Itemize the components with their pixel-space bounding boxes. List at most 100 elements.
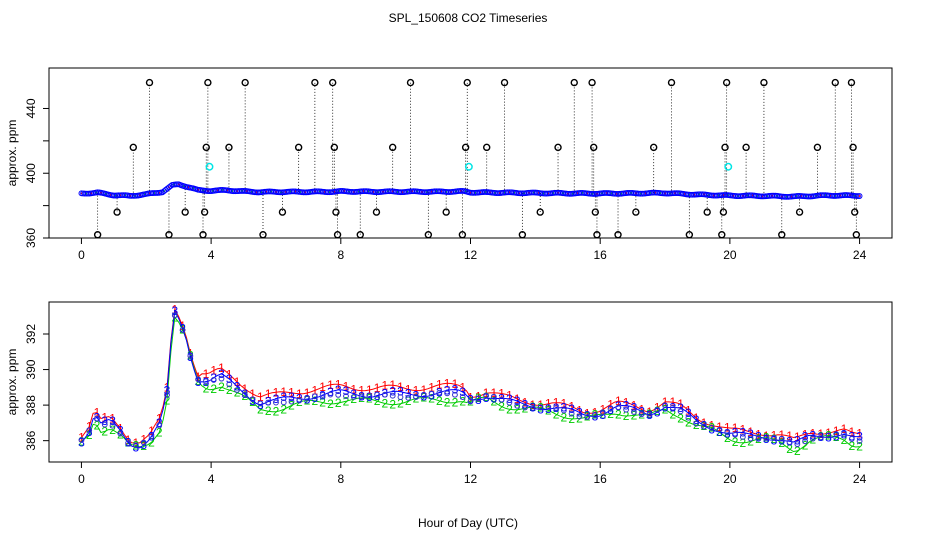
bottom-x-tick-label: 0 bbox=[78, 472, 85, 486]
spike-point bbox=[742, 143, 750, 152]
bottom-point bbox=[218, 375, 225, 382]
spike-point bbox=[685, 231, 694, 239]
chart-title: SPL_150608 CO2 Timeseries bbox=[389, 11, 548, 25]
bottom-point bbox=[335, 391, 342, 398]
bottom-point bbox=[763, 435, 770, 442]
bottom-point bbox=[101, 421, 108, 428]
bottom-point bbox=[506, 399, 513, 406]
spike-point bbox=[554, 143, 562, 152]
spike-point bbox=[536, 208, 544, 216]
bottom-point bbox=[125, 440, 132, 446]
bottom-y-tick-label: 392 bbox=[24, 324, 38, 344]
bottom-point bbox=[109, 422, 116, 429]
bottom-point bbox=[319, 392, 326, 398]
bottom-y-axis-label: approx. ppm bbox=[5, 349, 19, 416]
bottom-point bbox=[444, 390, 451, 397]
bottom-point bbox=[475, 395, 482, 402]
bottom-point bbox=[576, 413, 583, 420]
bottom-point bbox=[778, 435, 785, 442]
spike-point bbox=[388, 143, 397, 152]
spike-point bbox=[204, 78, 212, 87]
spike-point bbox=[129, 143, 138, 152]
spike-point bbox=[259, 231, 267, 239]
bottom-point bbox=[747, 435, 754, 442]
top-y-tick-label: 400 bbox=[24, 163, 38, 183]
bottom-point bbox=[716, 426, 723, 433]
bottom-point bbox=[327, 391, 334, 398]
bottom-point bbox=[203, 378, 209, 385]
top-plot-frame bbox=[48, 67, 893, 239]
bottom-point bbox=[296, 397, 303, 404]
spike-point bbox=[483, 143, 491, 152]
bottom-point bbox=[171, 312, 178, 319]
bottom-point bbox=[132, 442, 139, 449]
bottom-point bbox=[288, 398, 295, 405]
spike-point bbox=[165, 231, 173, 239]
spike-point bbox=[181, 208, 189, 216]
bottom-point bbox=[249, 396, 256, 403]
bottom-point bbox=[210, 377, 217, 383]
bottom-point bbox=[794, 441, 801, 448]
spike-point bbox=[500, 78, 509, 87]
average-point bbox=[205, 162, 214, 171]
bottom-point bbox=[358, 393, 365, 400]
bottom-point bbox=[693, 420, 700, 427]
bottom-point bbox=[94, 415, 100, 422]
spike-point bbox=[851, 208, 859, 216]
spike-point bbox=[225, 143, 233, 152]
top-y-tick-label: 440 bbox=[24, 98, 38, 118]
spike-point bbox=[719, 208, 728, 216]
bottom-point bbox=[241, 391, 248, 398]
bottom-point bbox=[413, 394, 419, 400]
spike-point bbox=[570, 78, 578, 87]
spike-point bbox=[590, 143, 598, 152]
bottom-point bbox=[452, 391, 458, 398]
bottom-point bbox=[483, 392, 489, 399]
bottom-point bbox=[833, 431, 840, 437]
bottom-point bbox=[662, 402, 668, 409]
bottom-x-tick-label: 16 bbox=[594, 472, 608, 486]
top-x-tick-label: 16 bbox=[594, 248, 608, 262]
bottom-point bbox=[553, 405, 559, 411]
top-x-tick-label: 4 bbox=[208, 248, 215, 262]
bottom-point bbox=[771, 434, 777, 441]
spike-point bbox=[760, 78, 768, 87]
bottom-point bbox=[195, 376, 202, 383]
spike-point bbox=[406, 78, 415, 87]
spike-point bbox=[614, 231, 622, 239]
bottom-point bbox=[848, 436, 855, 442]
bottom-point bbox=[615, 404, 622, 411]
bottom-y-tick-label: 386 bbox=[24, 430, 38, 450]
bottom-point bbox=[724, 429, 731, 436]
bottom-point bbox=[545, 403, 552, 410]
series-2-line bbox=[81, 316, 860, 453]
spike-point bbox=[241, 78, 249, 87]
bottom-point bbox=[78, 437, 85, 443]
bottom-point bbox=[638, 411, 645, 418]
bottom-point bbox=[498, 396, 505, 403]
bottom-x-tick-label: 12 bbox=[464, 472, 478, 486]
spike-point bbox=[847, 78, 856, 87]
spike-point bbox=[294, 143, 303, 152]
top-baseline-series bbox=[78, 181, 863, 200]
top-y-axis-label: approx. ppm bbox=[5, 120, 19, 187]
series-1-marker: 1 bbox=[856, 427, 863, 441]
spike-point bbox=[311, 78, 319, 87]
bottom-point bbox=[646, 411, 653, 418]
bottom-panel: 386 388 390 392 0 4 8 12 16 20 24 111 1 111 1 1111111… bbox=[5, 301, 893, 486]
spike-point bbox=[330, 143, 339, 152]
spike-point bbox=[632, 208, 640, 216]
bottom-point bbox=[817, 434, 824, 441]
spike-point bbox=[591, 208, 600, 216]
bottom-point bbox=[257, 400, 264, 407]
bottom-point bbox=[631, 409, 637, 415]
bottom-point bbox=[584, 414, 591, 420]
bottom-point bbox=[389, 392, 396, 399]
bottom-point bbox=[164, 392, 170, 398]
bottom-point bbox=[234, 387, 240, 393]
spike-point bbox=[93, 231, 102, 239]
bottom-point bbox=[677, 408, 684, 415]
bottom-x-tick-label: 8 bbox=[337, 472, 344, 486]
top-spike-points bbox=[93, 78, 861, 239]
top-x-tick-label: 24 bbox=[853, 248, 867, 262]
